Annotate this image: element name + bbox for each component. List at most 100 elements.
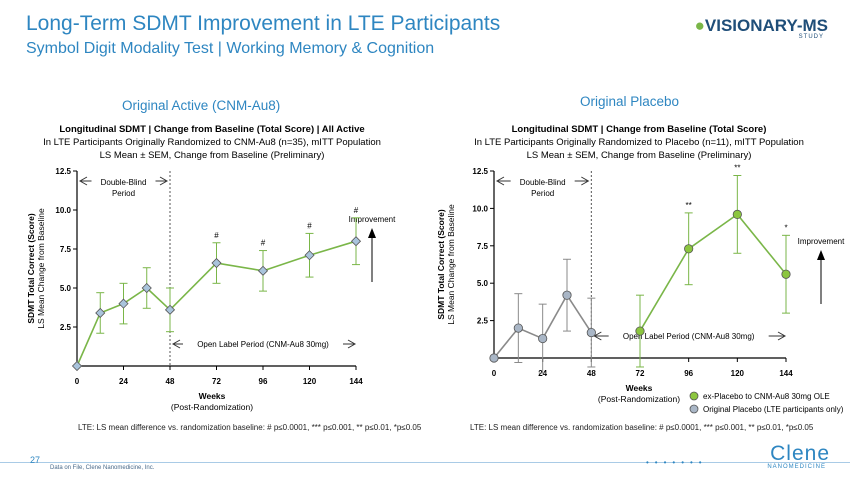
open-label-bg <box>183 338 343 350</box>
improvement-arrow-icon <box>817 250 825 260</box>
x-axis-label: Weeks <box>199 391 226 401</box>
data-point <box>141 282 152 294</box>
double-blind-label-2: Period <box>531 189 554 198</box>
significance-label: ** <box>734 163 740 172</box>
x-axis-sublabel: (Post-Randomization) <box>171 402 253 412</box>
open-label-arrow-right <box>347 339 357 349</box>
footnote-left: LTE: LS mean difference vs. randomizatio… <box>78 423 422 432</box>
data-point <box>211 257 222 269</box>
series-line-segment <box>123 287 148 305</box>
series-line-segment <box>639 248 690 332</box>
double-blind-label-2: Period <box>112 189 135 198</box>
y-tick-label: 10.0 <box>55 206 71 215</box>
y-tick-label: 5.0 <box>60 284 72 293</box>
page-number: 27 <box>30 455 41 465</box>
logo-circle-icon: ● <box>694 16 705 35</box>
x-tick-label: 120 <box>303 377 317 386</box>
significance-label: # <box>261 239 266 248</box>
x-tick-label: 96 <box>684 369 693 378</box>
series-line-segment <box>169 262 218 311</box>
footer-divider <box>0 462 850 463</box>
series-line-segment <box>76 312 101 367</box>
chart-title: Longitudinal SDMT | Change from Baseline… <box>59 124 364 135</box>
x-tick-label: 72 <box>212 377 221 386</box>
chart-right: Longitudinal SDMT | Change from Baseline… <box>436 124 845 414</box>
x-tick-label: 120 <box>731 369 745 378</box>
open-label-bg <box>608 330 769 342</box>
double-blind-label-bg <box>91 175 156 187</box>
data-point <box>489 353 499 363</box>
y-axis-label: SDMT Total Correct (Score) <box>26 213 36 324</box>
chart-subtitle-1: In LTE Participants Originally Randomize… <box>474 137 804 148</box>
data-point <box>781 269 791 279</box>
y-tick-label: 10.0 <box>472 204 488 213</box>
series-line-segment <box>541 294 568 339</box>
x-axis-label: Weeks <box>626 383 653 393</box>
clene-logo: Clene <box>770 442 830 465</box>
source-note: Data on File, Clene Nanomedicine, Inc. <box>50 465 155 471</box>
x-tick-label: 48 <box>587 369 596 378</box>
y-tick-label: 2.5 <box>60 323 72 332</box>
study-logo: ●VISIONARY-MS <box>695 16 828 36</box>
chart-left: Longitudinal SDMT | Change from Baseline… <box>26 124 396 412</box>
double-blind-arrow-right <box>581 176 590 186</box>
chart-title: Longitudinal SDMT | Change from Baseline… <box>512 124 767 135</box>
open-label-label: Open Label Period (CNM-Au8 30mg) <box>197 340 329 349</box>
series-line-segment <box>216 262 264 272</box>
logo-subtext: STUDY <box>798 34 824 40</box>
x-tick-label: 0 <box>75 377 80 386</box>
page-title: Long-Term SDMT Improvement in LTE Partic… <box>26 12 501 35</box>
improvement-arrow-icon <box>368 228 376 238</box>
data-point <box>513 323 523 333</box>
data-point <box>257 265 269 276</box>
legend-marker <box>689 404 699 414</box>
series-line-segment <box>736 213 787 275</box>
data-point <box>586 327 596 338</box>
data-point <box>118 298 129 309</box>
data-point <box>304 250 315 261</box>
x-tick-label: 96 <box>259 377 268 386</box>
improvement-label: Improvement <box>349 215 396 224</box>
legend-entry: ex-Placebo to CNM-Au8 30mg OLE <box>703 392 830 401</box>
data-point <box>684 244 694 254</box>
logo-text: VISIONARY-MS <box>704 16 828 35</box>
series-line-segment <box>262 254 310 272</box>
significance-label: # <box>354 206 359 215</box>
legend-entry: Original Placebo (LTE participants only) <box>703 405 844 414</box>
double-blind-arrow-right <box>159 176 169 186</box>
series-line-segment <box>566 294 593 334</box>
x-tick-label: 48 <box>166 377 175 386</box>
significance-label: ** <box>686 201 692 210</box>
y-tick-label: 7.5 <box>477 242 489 251</box>
page-subtitle: Symbol Digit Modality Test | Working Mem… <box>26 40 435 57</box>
y-tick-label: 7.5 <box>60 245 72 254</box>
series-line-segment <box>309 240 357 257</box>
data-point <box>350 236 362 247</box>
y-tick-label: 12.5 <box>472 167 488 176</box>
y-axis-sublabel: LS Mean Change from Baseline <box>36 208 46 329</box>
footer-dots: ••••••• <box>646 458 708 467</box>
data-point <box>95 307 106 319</box>
series-line-segment <box>688 213 738 250</box>
series-line-segment <box>99 302 124 314</box>
y-axis-sublabel: LS Mean Change from Baseline <box>446 204 456 325</box>
significance-label: * <box>784 223 787 232</box>
double-blind-label-bg <box>510 175 575 187</box>
chart-subtitle-2: LS Mean ± SEM, Change from Baseline (Pre… <box>100 150 325 161</box>
series-line-segment <box>493 327 519 359</box>
y-axis-label: SDMT Total Correct (Score) <box>436 209 446 320</box>
data-point <box>562 290 572 300</box>
data-point <box>635 326 645 336</box>
x-tick-label: 72 <box>636 369 645 378</box>
y-tick-label: 2.5 <box>477 317 489 326</box>
significance-label: # <box>307 221 312 230</box>
significance-label: # <box>214 231 219 240</box>
open-label-arrow-left <box>171 339 181 349</box>
double-blind-label: Double-Blind <box>520 178 566 187</box>
open-label-label: Open Label Period (CNM-Au8 30mg) <box>623 332 755 341</box>
footnote-right: LTE: LS mean difference vs. randomizatio… <box>470 423 814 432</box>
chart-subtitle-2: LS Mean ± SEM, Change from Baseline (Pre… <box>527 150 752 161</box>
data-point <box>164 304 176 315</box>
chart-subtitle-1: In LTE Participants Originally Randomize… <box>43 137 381 148</box>
legend-marker <box>689 391 699 401</box>
